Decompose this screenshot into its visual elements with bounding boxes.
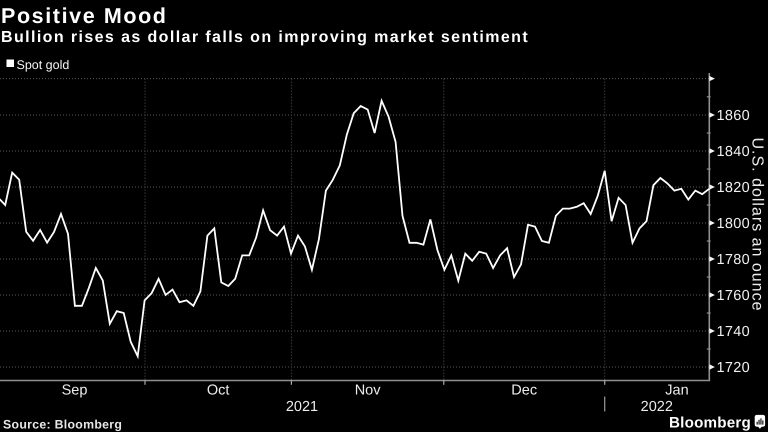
svg-text:2022: 2022 [641,399,673,415]
svg-text:1840: 1840 [717,144,750,160]
svg-text:1720: 1720 [717,360,750,376]
svg-text:Oct: Oct [207,383,230,399]
svg-text:U.S. dollars an ounce: U.S. dollars an ounce [749,138,766,312]
svg-text:Positive Mood: Positive Mood [1,4,168,28]
svg-text:1800: 1800 [717,216,750,232]
svg-text:1860: 1860 [717,108,750,124]
svg-text:1780: 1780 [717,252,750,268]
svg-text:2021: 2021 [286,399,318,415]
svg-text:1740: 1740 [717,324,750,340]
svg-text:Source: Bloomberg: Source: Bloomberg [3,417,122,431]
svg-text:Bloomberg: Bloomberg [669,414,751,431]
svg-text:Bullion rises as dollar falls: Bullion rises as dollar falls on improvi… [1,29,529,46]
svg-text:1760: 1760 [717,288,750,304]
svg-text:1820: 1820 [717,180,750,196]
svg-text:Dec: Dec [511,383,537,399]
svg-text:Jan: Jan [665,383,688,399]
svg-text:Nov: Nov [355,383,382,399]
svg-text:Sep: Sep [62,383,88,399]
svg-text:Spot gold: Spot gold [17,58,70,72]
